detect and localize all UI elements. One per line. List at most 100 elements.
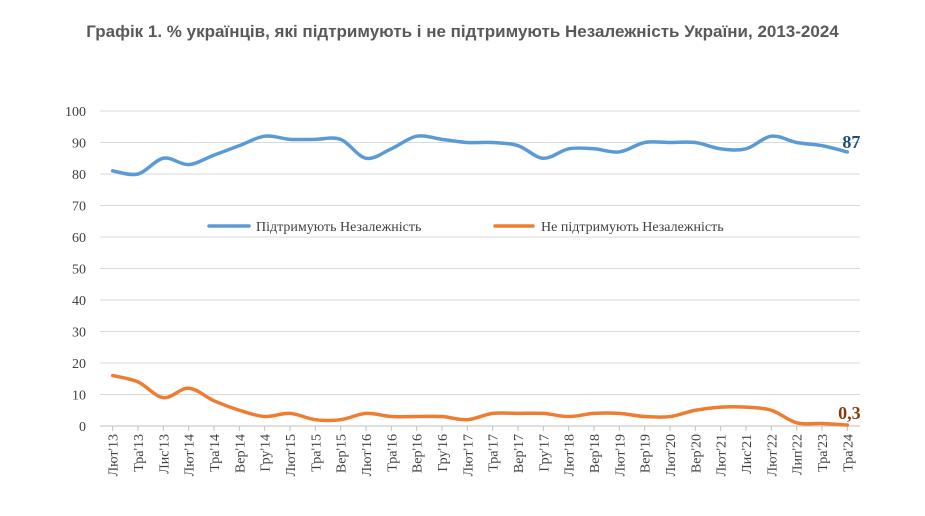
data-point bbox=[567, 148, 570, 150]
data-point bbox=[618, 412, 621, 415]
data-point bbox=[238, 144, 241, 147]
data-point bbox=[415, 415, 418, 418]
legend-label: Не підтримують Незалежність bbox=[541, 220, 724, 235]
data-point bbox=[415, 135, 418, 137]
legend: Підтримують Незалежність Не підтримують Н… bbox=[207, 220, 724, 235]
x-tick-label: Тра'14 bbox=[208, 434, 223, 472]
data-point bbox=[795, 141, 798, 144]
data-point bbox=[669, 141, 671, 144]
data-point bbox=[441, 415, 443, 418]
data-point bbox=[846, 424, 849, 426]
y-tick-label: 50 bbox=[72, 263, 86, 278]
x-tick-label: Лют'17 bbox=[461, 434, 476, 476]
series-line-1 bbox=[110, 134, 850, 177]
data-point bbox=[821, 144, 823, 147]
data-point bbox=[466, 418, 469, 421]
data-point bbox=[821, 422, 823, 425]
chart-title: Графік 1. % українців, які підтримують і… bbox=[86, 22, 839, 41]
data-point bbox=[795, 422, 798, 424]
data-point bbox=[643, 141, 646, 144]
x-tick-label: Лют'22 bbox=[765, 434, 780, 476]
data-point bbox=[111, 374, 114, 377]
data-point bbox=[289, 138, 291, 141]
x-tick-label: Лют'19 bbox=[613, 434, 628, 476]
data-point bbox=[593, 148, 595, 150]
y-tick-label: 70 bbox=[72, 200, 86, 215]
x-tick-label: Гру'14 bbox=[259, 434, 274, 472]
data-point bbox=[289, 412, 291, 415]
data-point bbox=[466, 141, 469, 144]
y-tick-label: 0 bbox=[79, 420, 86, 435]
y-tick-label: 40 bbox=[72, 294, 86, 309]
data-point bbox=[491, 412, 494, 415]
y-axis: 0 10 20 30 40 50 60 70 80 90 100 bbox=[65, 105, 86, 435]
x-tick-label: Вер'15 bbox=[335, 434, 350, 473]
data-point bbox=[745, 148, 747, 150]
series-group bbox=[110, 134, 850, 427]
x-axis: Лют'13 Тра'13 Лис'13 Лют'14 Тра'14 Вер'14 Гру'… bbox=[107, 426, 856, 476]
data-point bbox=[213, 400, 215, 402]
data-point bbox=[111, 170, 114, 172]
data-point bbox=[137, 173, 139, 175]
data-point bbox=[162, 396, 165, 399]
x-tick-label: Тра'24 bbox=[841, 434, 856, 472]
data-point bbox=[365, 412, 367, 415]
data-point bbox=[745, 406, 747, 408]
data-point bbox=[238, 409, 241, 412]
end-labels: 870,3 bbox=[838, 132, 861, 423]
data-point bbox=[441, 138, 443, 141]
x-tick-label: Гру'17 bbox=[537, 434, 552, 472]
data-point bbox=[187, 387, 190, 390]
x-tick-label: Вер'18 bbox=[588, 434, 603, 473]
data-point bbox=[542, 412, 545, 415]
y-tick-label: 20 bbox=[72, 357, 86, 372]
data-point bbox=[314, 138, 317, 141]
x-tick-label: Лют'20 bbox=[664, 434, 679, 476]
data-point bbox=[213, 154, 215, 156]
x-tick-label: Лют'14 bbox=[183, 434, 198, 476]
data-point bbox=[770, 409, 773, 412]
data-point bbox=[314, 418, 317, 421]
data-point bbox=[567, 415, 570, 418]
x-tick-label: Вер'17 bbox=[512, 434, 527, 473]
x-tick-label: Лют'18 bbox=[563, 434, 578, 476]
x-tick-label: Тра'16 bbox=[385, 434, 400, 472]
data-point bbox=[846, 151, 849, 153]
data-point bbox=[339, 138, 342, 141]
x-tick-label: Лют'16 bbox=[360, 434, 375, 476]
y-tick-label: 80 bbox=[72, 168, 86, 183]
support-end-label: 87 bbox=[842, 132, 860, 152]
oppose-end-label: 0,3 bbox=[838, 403, 861, 423]
x-tick-label: Лют'21 bbox=[715, 434, 730, 476]
data-point bbox=[517, 412, 519, 415]
x-tick-label: Лют'15 bbox=[284, 434, 299, 476]
x-tick-label: Лип'22 bbox=[791, 434, 806, 475]
x-tick-label: Вер'20 bbox=[689, 434, 704, 473]
data-point bbox=[491, 141, 494, 144]
x-tick-label: Лис'21 bbox=[740, 434, 755, 474]
x-tick-label: Вер'19 bbox=[639, 434, 654, 473]
y-tick-label: 100 bbox=[65, 105, 86, 120]
data-point bbox=[365, 157, 367, 160]
data-point bbox=[339, 418, 342, 421]
data-point bbox=[517, 144, 519, 147]
data-point bbox=[643, 415, 646, 418]
data-point bbox=[542, 157, 545, 160]
data-point bbox=[390, 148, 393, 150]
data-point bbox=[263, 415, 266, 418]
data-point bbox=[162, 157, 165, 160]
legend-label: Підтримують Незалежність bbox=[256, 220, 421, 235]
x-tick-label: Тра'23 bbox=[816, 434, 831, 472]
data-point bbox=[770, 135, 773, 137]
y-tick-label: 60 bbox=[72, 231, 86, 246]
x-tick-label: Гру'16 bbox=[436, 434, 451, 472]
data-point bbox=[593, 412, 595, 415]
data-point bbox=[719, 148, 722, 150]
x-tick-label: Тра'17 bbox=[487, 434, 502, 472]
y-tick-label: 10 bbox=[72, 389, 86, 404]
data-point bbox=[187, 163, 190, 166]
data-point bbox=[618, 151, 621, 153]
y-tick-label: 90 bbox=[72, 137, 86, 152]
data-point bbox=[137, 381, 139, 383]
x-tick-label: Вер'16 bbox=[411, 434, 426, 473]
